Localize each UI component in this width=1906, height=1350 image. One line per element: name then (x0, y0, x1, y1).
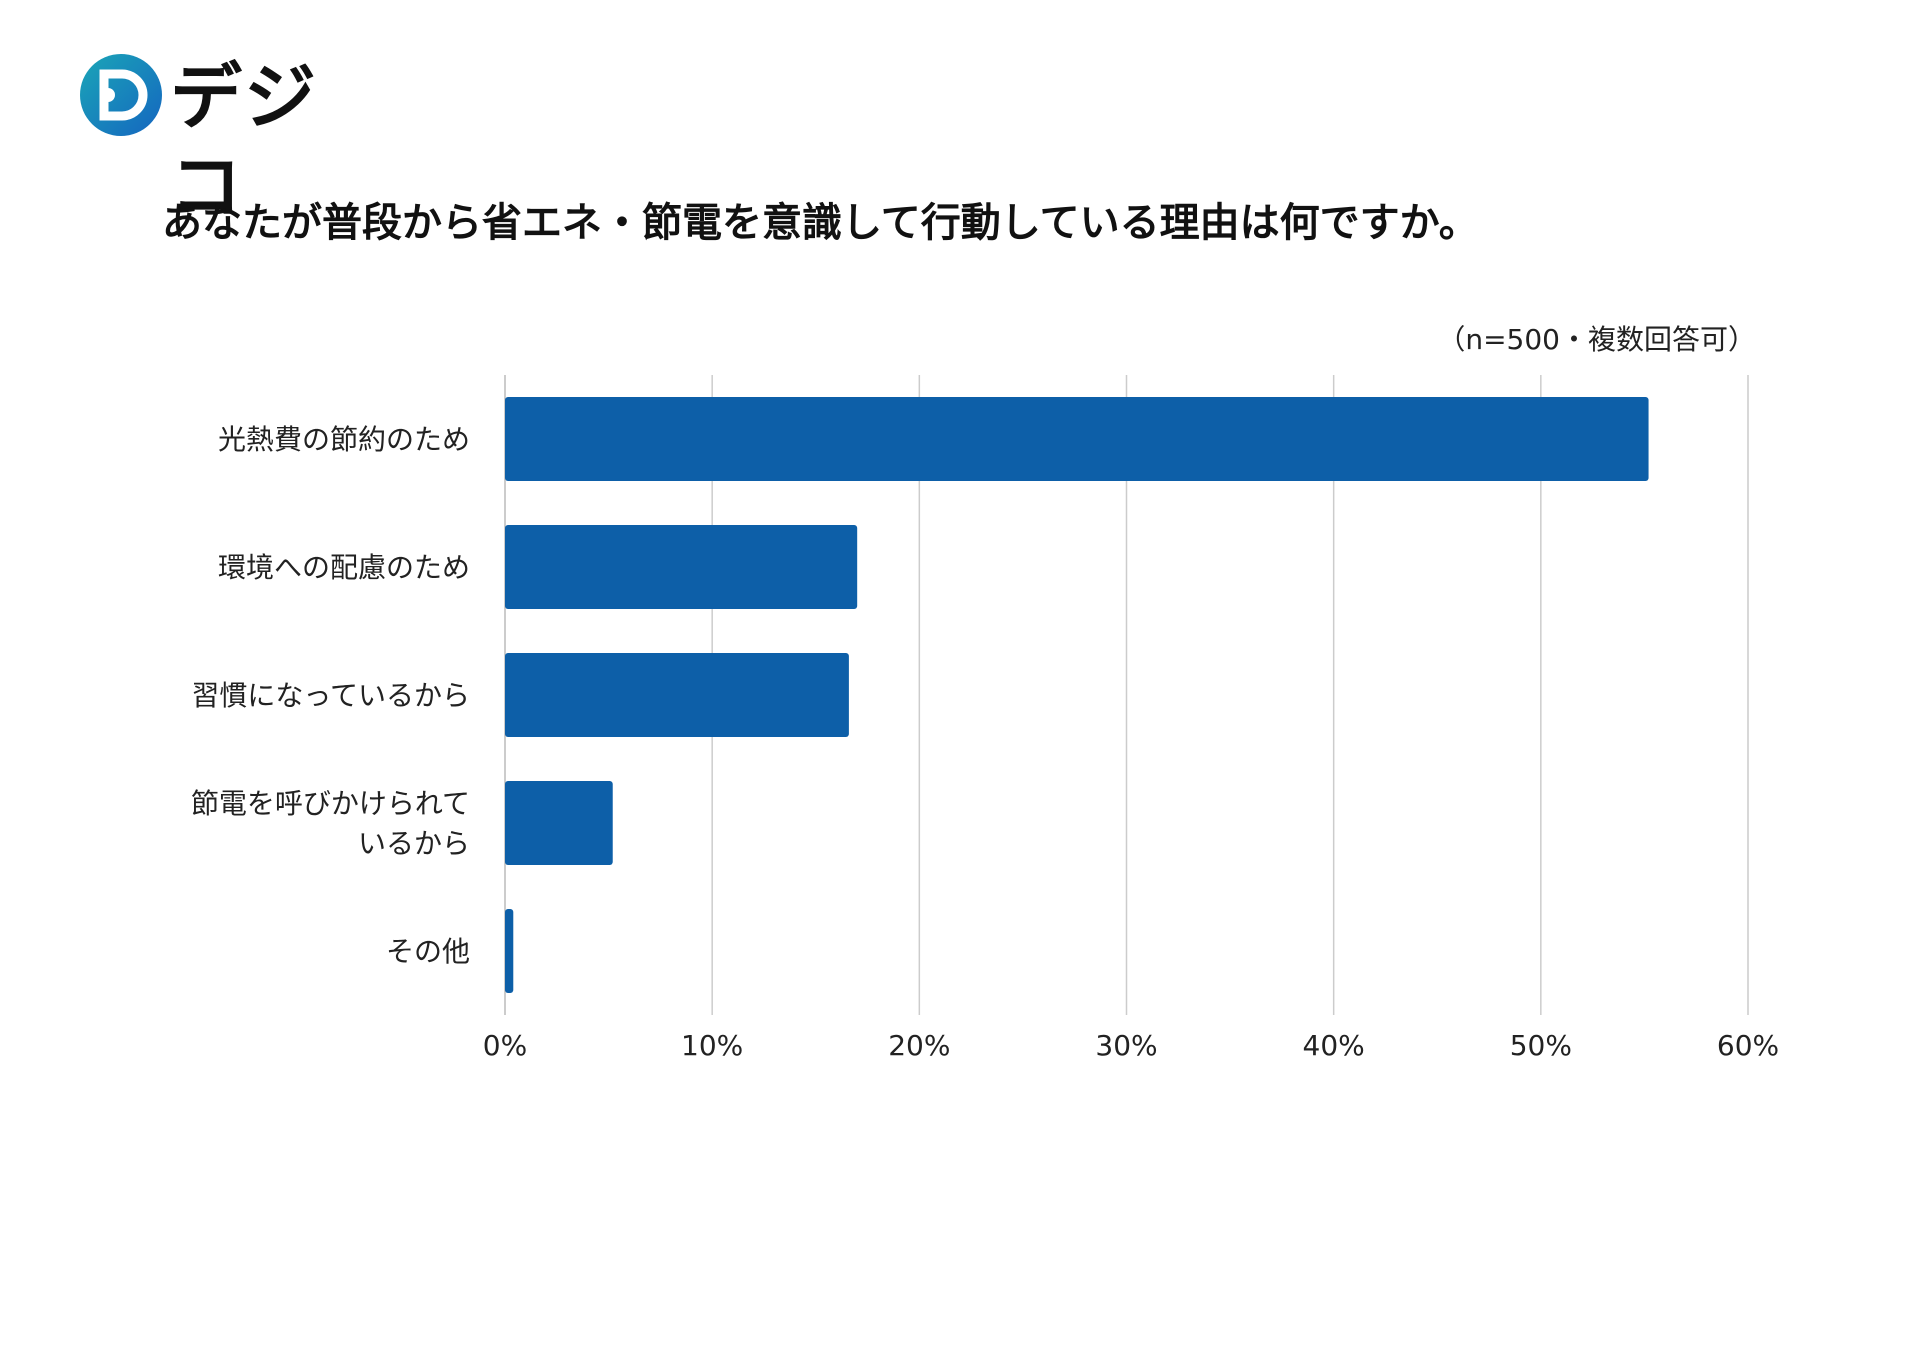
bar-4 (505, 781, 613, 865)
brand-name: デジコ (170, 55, 319, 229)
d-circle-logo-icon (80, 54, 162, 136)
chart-title: あなたが普段から省エネ・節電を意識して行動している理由は何ですか。 (162, 200, 1479, 246)
x-tick-label-50: 50% (1510, 1029, 1572, 1062)
category-label-line: 習慣になっているから (191, 679, 470, 712)
category-label-line: 節電を呼びかけられて (191, 787, 470, 820)
category-label-line: 光熱費の節約のため (218, 423, 470, 456)
x-tick-label-0: 0% (483, 1029, 527, 1062)
x-tick-label-20: 20% (888, 1029, 950, 1062)
x-tick-label-60: 60% (1717, 1029, 1779, 1062)
bar-3 (505, 653, 849, 737)
bar-5 (505, 909, 514, 993)
bar-2 (505, 525, 858, 609)
category-label-1: 光熱費の節約のため (218, 423, 470, 456)
brand-logo: デジコ (78, 52, 378, 229)
sample-note: （n=500・複数回答可） (1437, 323, 1756, 356)
x-tick-label-10: 10% (681, 1029, 743, 1062)
category-label-line: 環境への配慮のため (218, 551, 470, 584)
x-tick-label-30: 30% (1095, 1029, 1157, 1062)
category-label-2: 環境への配慮のため (218, 551, 470, 584)
category-label-line: その他 (386, 935, 470, 968)
bar-1 (505, 397, 1649, 481)
x-tick-label-40: 40% (1303, 1029, 1365, 1062)
category-label-line: いるから (358, 827, 470, 860)
category-label-4: 節電を呼びかけられているから (191, 787, 470, 860)
category-label-5: その他 (386, 935, 470, 968)
category-label-3: 習慣になっているから (191, 679, 470, 712)
